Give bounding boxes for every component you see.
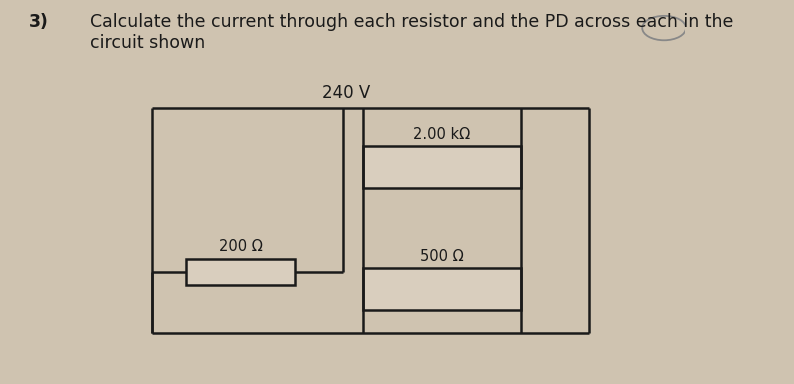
Text: 200 Ω: 200 Ω <box>218 239 262 254</box>
Bar <box>364 146 521 188</box>
Text: 2.00 kΩ: 2.00 kΩ <box>414 127 471 142</box>
Text: 500 Ω: 500 Ω <box>420 249 464 264</box>
Text: 240 V: 240 V <box>322 84 371 103</box>
Text: 3): 3) <box>29 13 48 31</box>
Bar <box>186 259 295 285</box>
Bar <box>364 268 521 310</box>
Circle shape <box>642 16 686 40</box>
Text: Calculate the current through each resistor and the PD across each in the
circui: Calculate the current through each resis… <box>91 13 734 51</box>
